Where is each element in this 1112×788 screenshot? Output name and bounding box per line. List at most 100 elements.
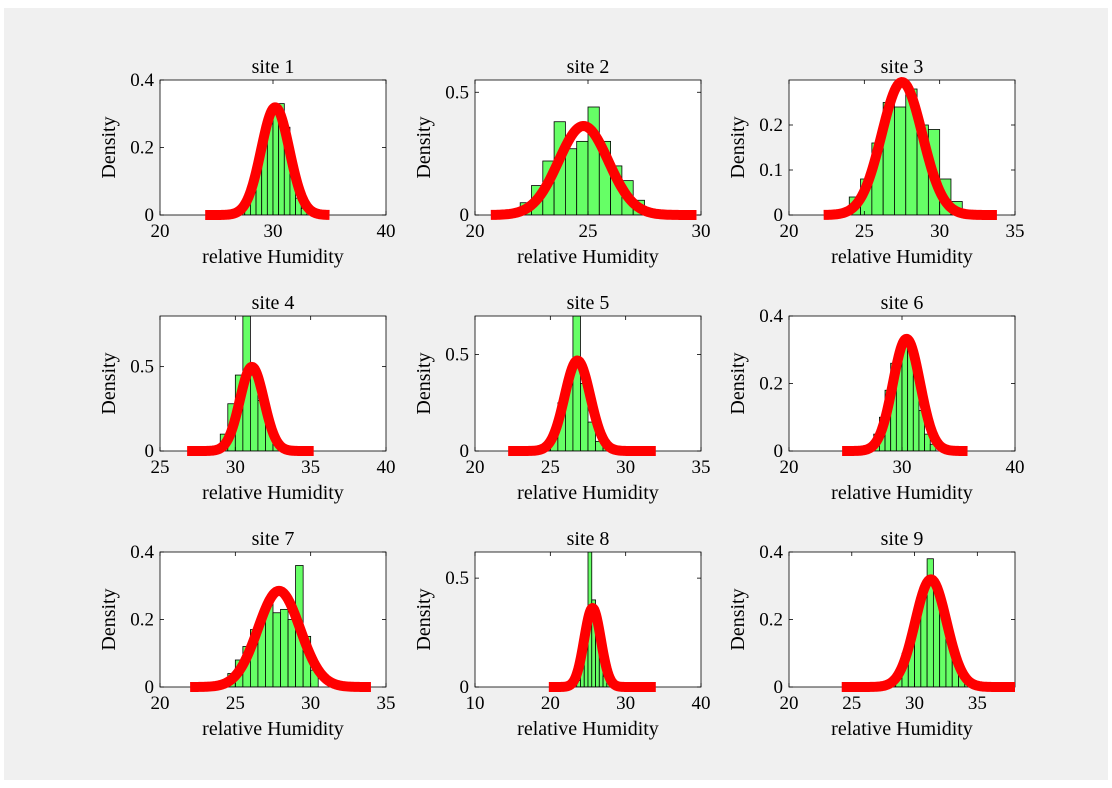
subplot-3: 20 25 30 35 0 0.1 0.2 site 3 relative Humidity De… bbox=[727, 56, 1025, 268]
x-tick-label: 30 bbox=[905, 693, 924, 714]
y-tick-label: 0 bbox=[145, 677, 155, 698]
histogram-bar bbox=[576, 140, 589, 215]
axes-box bbox=[474, 315, 702, 452]
x-tick-label: 20 bbox=[541, 693, 560, 714]
x-tick-label: 20 bbox=[466, 221, 485, 242]
y-axis-label: Density bbox=[413, 352, 435, 414]
fit-curve bbox=[201, 102, 334, 220]
y-tick-label: 0 bbox=[460, 441, 470, 462]
y-axis-label: Density bbox=[413, 116, 435, 178]
y-tick-label: 0.2 bbox=[759, 610, 783, 631]
x-tick-label: 30 bbox=[301, 693, 320, 714]
subplot-4: 25 30 35 40 0 0.5 site 4 relative Humidity Densi… bbox=[98, 292, 396, 504]
y-tick-label: 0 bbox=[145, 205, 155, 226]
y-tick-label: 0.2 bbox=[130, 138, 154, 159]
x-axis-label: relative Humidity bbox=[202, 246, 344, 268]
figure-canvas: 20 30 40 0 0.2 0.4 site 1 relative Humidity Dens… bbox=[4, 8, 1108, 780]
y-tick-label: 0.5 bbox=[445, 568, 469, 589]
subplot-title: site 1 bbox=[252, 56, 295, 78]
y-axis-label: Density bbox=[98, 116, 120, 178]
x-tick-label: 30 bbox=[616, 457, 635, 478]
histogram-bar bbox=[894, 106, 907, 215]
y-tick-label: 0.5 bbox=[445, 82, 469, 103]
y-tick-label: 0.2 bbox=[759, 115, 783, 136]
y-tick-label: 0 bbox=[145, 441, 155, 462]
x-tick-label: 30 bbox=[616, 693, 635, 714]
x-tick-label: 40 bbox=[692, 693, 711, 714]
x-tick-label: 35 bbox=[968, 693, 987, 714]
x-tick-label: 25 bbox=[842, 693, 861, 714]
y-tick-label: 0.1 bbox=[759, 160, 783, 181]
fit-curve bbox=[838, 333, 972, 456]
y-tick-label: 0.4 bbox=[759, 542, 783, 563]
x-tick-label: 30 bbox=[692, 221, 711, 242]
y-tick-label: 0.2 bbox=[759, 374, 783, 395]
y-tick-label: 0 bbox=[460, 677, 470, 698]
y-axis-label: Density bbox=[727, 116, 749, 178]
x-axis-label: relative Humidity bbox=[831, 246, 973, 268]
x-tick-label: 35 bbox=[301, 457, 320, 478]
x-tick-label: 40 bbox=[377, 457, 396, 478]
subplot-1: 20 30 40 0 0.2 0.4 site 1 relative Humidity Dens… bbox=[98, 56, 396, 268]
fit-curve bbox=[820, 77, 1001, 220]
subplot-title: site 7 bbox=[252, 528, 295, 550]
x-axis-label: relative Humidity bbox=[831, 482, 973, 504]
y-tick-label: 0 bbox=[774, 441, 784, 462]
x-tick-label: 20 bbox=[780, 693, 799, 714]
histogram-bar bbox=[572, 316, 581, 451]
x-tick-label: 20 bbox=[151, 221, 170, 242]
y-tick-label: 0 bbox=[460, 205, 470, 226]
subplot-6: 20 30 40 0 0.2 0.4 site 6 relative Humidity Dens… bbox=[727, 292, 1025, 504]
subplot-grid: 20 30 40 0 0.2 0.4 site 1 relative Humidity Dens… bbox=[98, 56, 1025, 740]
x-tick-label: 25 bbox=[855, 221, 874, 242]
y-axis-label: Density bbox=[413, 588, 435, 650]
y-tick-label: 0.4 bbox=[130, 542, 154, 563]
subplot-title: site 3 bbox=[881, 56, 924, 78]
subplot-7: 20 25 30 35 0 0.2 0.4 site 7 relative Humidity De… bbox=[98, 528, 396, 740]
subplot-title: site 8 bbox=[567, 528, 610, 550]
x-axis-label: relative Humidity bbox=[202, 482, 344, 504]
x-tick-label: 30 bbox=[930, 221, 949, 242]
fit-curve bbox=[544, 603, 660, 692]
y-axis-label: Density bbox=[727, 352, 749, 414]
fit-curve bbox=[487, 120, 700, 220]
subplot-title: site 4 bbox=[252, 292, 295, 314]
y-tick-label: 0 bbox=[774, 205, 784, 226]
y-tick-label: 0.4 bbox=[759, 306, 783, 327]
x-tick-label: 25 bbox=[226, 693, 245, 714]
y-axis-label: Density bbox=[98, 352, 120, 414]
x-axis-label: relative Humidity bbox=[517, 482, 659, 504]
y-tick-label: 0 bbox=[774, 677, 784, 698]
fit-curve bbox=[186, 585, 375, 692]
x-tick-label: 40 bbox=[377, 221, 396, 242]
x-axis-label: relative Humidity bbox=[517, 246, 659, 268]
fit-curve bbox=[838, 574, 1019, 692]
x-tick-label: 20 bbox=[780, 457, 799, 478]
x-axis-label: relative Humidity bbox=[831, 718, 973, 740]
x-tick-label: 35 bbox=[377, 693, 396, 714]
histogram-bar bbox=[287, 619, 297, 687]
fit-curve bbox=[183, 361, 318, 456]
x-tick-label: 10 bbox=[466, 693, 485, 714]
x-tick-label: 25 bbox=[151, 457, 170, 478]
subplot-title: site 6 bbox=[881, 292, 924, 314]
x-tick-label: 30 bbox=[893, 457, 912, 478]
x-tick-label: 20 bbox=[780, 221, 799, 242]
histogram-bar bbox=[924, 433, 931, 451]
subplot-title: site 2 bbox=[567, 56, 610, 78]
fit-curve bbox=[504, 355, 660, 456]
x-tick-label: 35 bbox=[692, 457, 711, 478]
subplot-8: 10 20 30 40 0 0.5 site 8 relative Humidity Densi… bbox=[413, 528, 711, 740]
y-axis-label: Density bbox=[98, 588, 120, 650]
subplot-9: 20 25 30 35 0 0.2 0.4 site 9 relative Humidity De… bbox=[727, 528, 1019, 740]
axes-box bbox=[474, 551, 702, 688]
x-tick-label: 25 bbox=[579, 221, 598, 242]
x-tick-label: 35 bbox=[1006, 221, 1025, 242]
y-tick-label: 0.5 bbox=[130, 357, 154, 378]
y-axis-label: Density bbox=[727, 588, 749, 650]
y-tick-label: 0.5 bbox=[445, 345, 469, 366]
subplot-title: site 5 bbox=[567, 292, 610, 314]
histogram-bar bbox=[280, 608, 289, 687]
y-tick-label: 0.2 bbox=[130, 610, 154, 631]
y-tick-label: 0.4 bbox=[130, 70, 154, 91]
